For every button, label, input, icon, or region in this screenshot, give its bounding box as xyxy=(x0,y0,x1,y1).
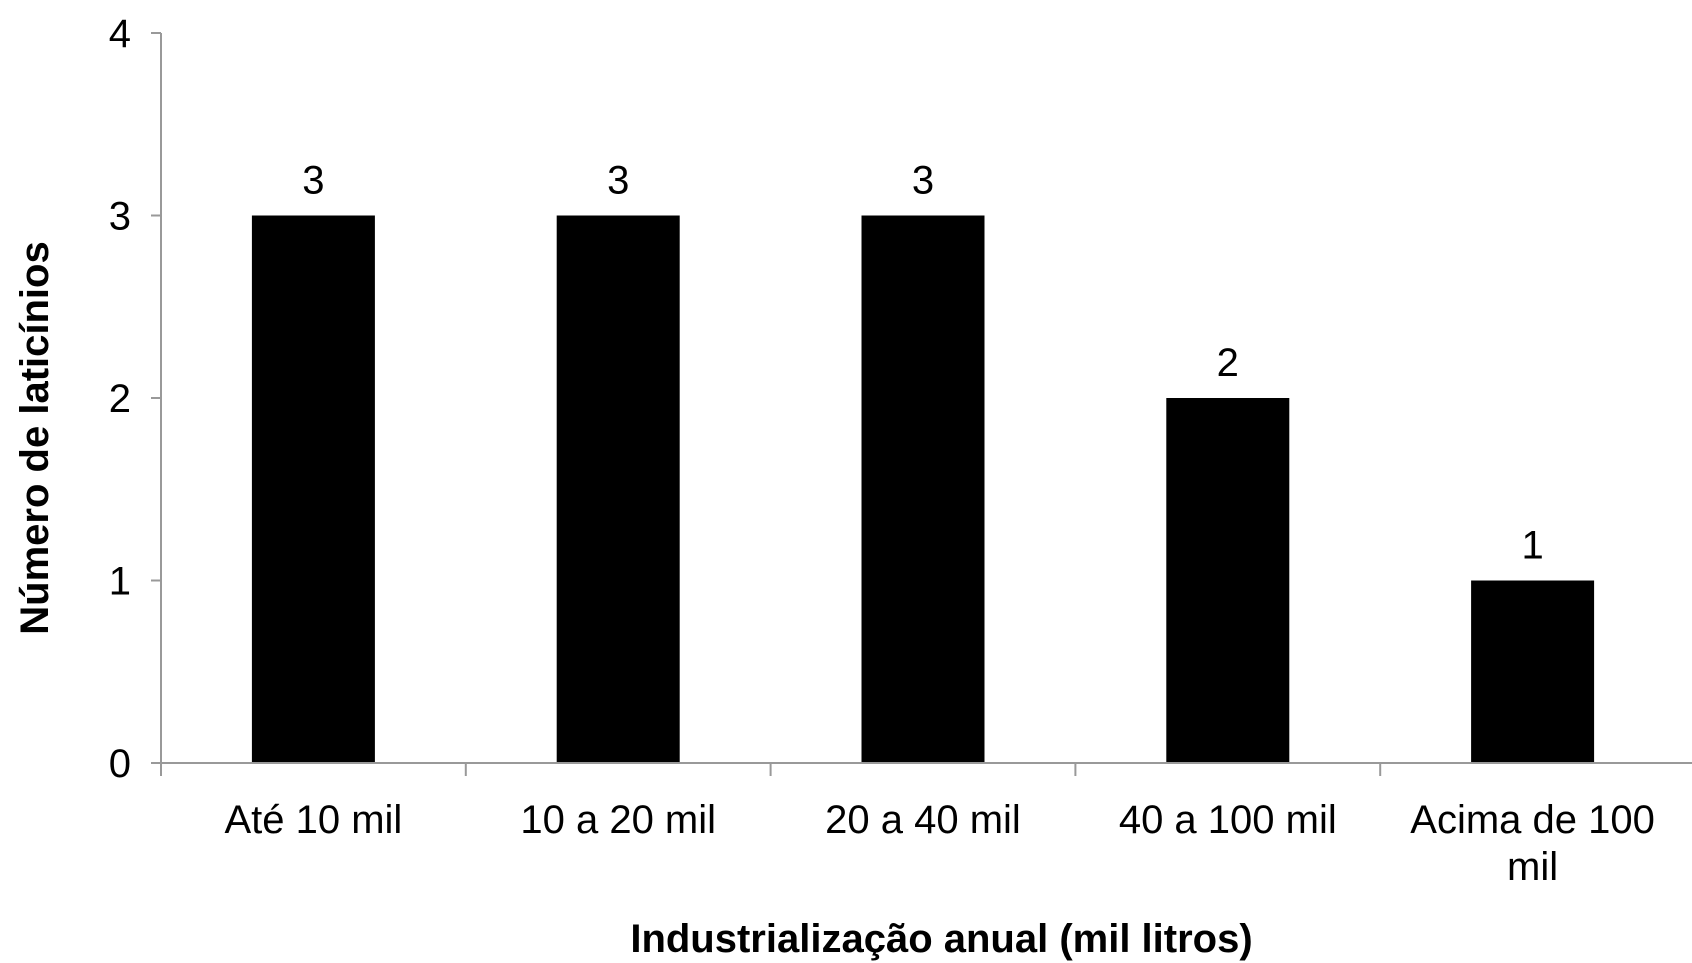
data-label: 1 xyxy=(1521,524,1543,568)
x-tick-label-line: Acima de 100 xyxy=(1410,798,1655,842)
x-axis-title: Industrialização anual (mil litros) xyxy=(630,917,1252,961)
x-tick-label: Acima de 100 mil xyxy=(1410,798,1655,889)
x-tick-label-line: 10 a 20 mil xyxy=(520,798,716,842)
bars xyxy=(251,215,1595,763)
x-tick-label: Até 10 mil xyxy=(224,798,402,842)
data-label: 2 xyxy=(1217,341,1239,385)
x-tick-label-line: mil xyxy=(1507,845,1558,889)
y-axis-ticks: 0 1 2 3 4 xyxy=(109,12,161,786)
y-axis-title: Número de laticínios xyxy=(13,241,57,634)
y-tick-label: 3 xyxy=(109,195,131,239)
x-tick-label-line: 20 a 40 mil xyxy=(825,798,1021,842)
x-tick-label-line: Até 10 mil xyxy=(224,798,402,842)
y-tick-label: 1 xyxy=(109,560,131,604)
bar xyxy=(251,215,375,763)
x-tick-label: 10 a 20 mil xyxy=(520,798,716,842)
data-label: 3 xyxy=(607,159,629,203)
data-label: 3 xyxy=(912,159,934,203)
data-labels: 3 3 3 2 1 xyxy=(302,159,1543,568)
bar xyxy=(1471,580,1595,763)
y-tick-label: 4 xyxy=(109,12,131,56)
x-axis-ticks: Até 10 mil 10 a 20 mil 20 a 40 mil 40 a 100… xyxy=(160,763,1655,889)
x-tick-label: 20 a 40 mil xyxy=(825,798,1021,842)
bar xyxy=(1166,398,1290,763)
bar xyxy=(861,215,985,763)
x-tick-label: 40 a 100 mil xyxy=(1119,798,1337,842)
y-tick-label: 2 xyxy=(109,377,131,421)
x-tick-label-line: 40 a 100 mil xyxy=(1119,798,1337,842)
bar xyxy=(556,215,680,763)
data-label: 3 xyxy=(302,159,324,203)
y-tick-label: 0 xyxy=(109,742,131,786)
